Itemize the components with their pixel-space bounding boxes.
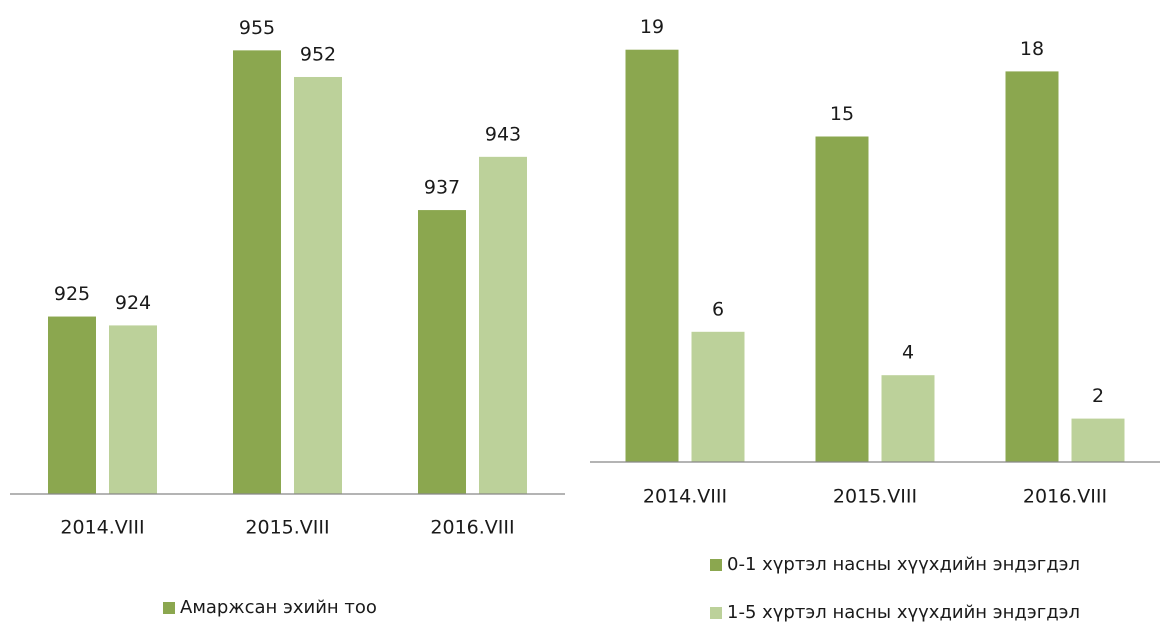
legend-label: Амаржсан эхийн тоо bbox=[180, 597, 377, 618]
value-label: 15 bbox=[830, 103, 854, 125]
x-tick-label: 2014.VIII bbox=[643, 486, 727, 508]
value-label: 952 bbox=[300, 43, 336, 65]
value-label: 2 bbox=[1092, 385, 1104, 407]
bar bbox=[294, 76, 342, 495]
legend-label: 1-5 хүртэл насны хүүхдийн эндэгдэл bbox=[727, 602, 1080, 623]
value-label: 925 bbox=[54, 283, 90, 305]
legend-swatch bbox=[163, 602, 175, 614]
legend-label: 0-1 хүртэл насны хүүхдийн эндэгдэл bbox=[727, 554, 1080, 575]
value-label: 943 bbox=[485, 123, 521, 145]
bar bbox=[479, 156, 527, 494]
bar bbox=[1005, 71, 1059, 463]
bar bbox=[881, 375, 935, 462]
value-label: 924 bbox=[115, 292, 151, 314]
bar bbox=[418, 210, 466, 494]
bar bbox=[1071, 418, 1125, 462]
x-tick-label: 2014.VIII bbox=[60, 517, 144, 539]
value-label: 19 bbox=[640, 16, 664, 38]
value-label: 955 bbox=[239, 17, 275, 39]
x-tick-label: 2016.VIII bbox=[430, 517, 514, 539]
x-tick-label: 2016.VIII bbox=[1023, 486, 1107, 508]
bar bbox=[109, 325, 157, 494]
bar bbox=[625, 49, 679, 462]
bar bbox=[233, 50, 281, 494]
legend-swatch bbox=[710, 607, 722, 619]
bar bbox=[48, 316, 96, 494]
bar bbox=[815, 136, 869, 462]
bar bbox=[691, 331, 745, 462]
value-label: 6 bbox=[712, 298, 724, 320]
value-label: 937 bbox=[424, 177, 460, 199]
x-tick-label: 2015.VIII bbox=[245, 517, 329, 539]
x-tick-label: 2015.VIII bbox=[833, 486, 917, 508]
value-label: 4 bbox=[902, 342, 914, 364]
value-label: 18 bbox=[1020, 38, 1044, 60]
legend-swatch bbox=[710, 559, 722, 571]
